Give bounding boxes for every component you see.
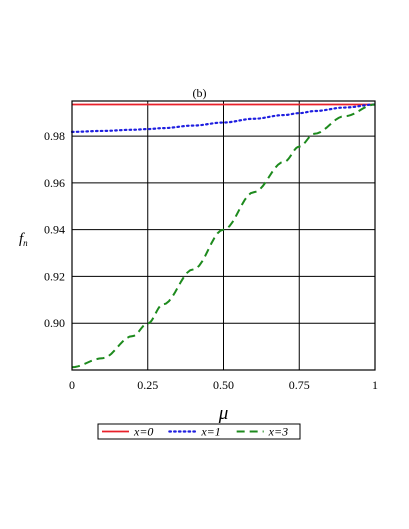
plot-frame <box>71 100 376 371</box>
y-tick-label: 0.92 <box>44 269 65 283</box>
x-tick-label: 1 <box>372 378 378 392</box>
x-tick-label: 0.75 <box>289 378 310 392</box>
legend-entry-label: x=1 <box>200 425 220 439</box>
legend-entry-label: x=0 <box>133 425 153 439</box>
grid-lines <box>72 101 375 370</box>
legend: x=0 x=1 x=3 <box>97 423 301 440</box>
series-line-x=1 <box>70 103 377 133</box>
x-tick-label: 0.25 <box>137 378 158 392</box>
legend-box <box>97 423 301 440</box>
x-tick-label: 0 <box>69 378 75 392</box>
y-tick-label: 0.96 <box>44 176 65 190</box>
y-tick-labels: 0.90 0.92 0.94 0.96 0.98 <box>44 129 65 330</box>
series-line-x=3 <box>71 103 376 369</box>
y-axis-label-main: f <box>19 231 25 247</box>
y-tick-label: 0.98 <box>44 129 65 143</box>
y-tick-label: 0.94 <box>44 223 65 237</box>
legend-entry-label: x=3 <box>268 425 288 439</box>
x-tick-label: 0.50 <box>213 378 234 392</box>
series-lines <box>70 103 377 369</box>
y-axis-label: fn <box>19 231 28 248</box>
x-axis-label: μ <box>218 403 229 424</box>
y-axis-label-subscript: n <box>23 238 28 248</box>
chart-title: (b) <box>193 86 207 100</box>
y-tick-label: 0.90 <box>44 316 65 330</box>
x-tick-labels: 0 0.25 0.50 0.75 1 <box>69 378 378 392</box>
